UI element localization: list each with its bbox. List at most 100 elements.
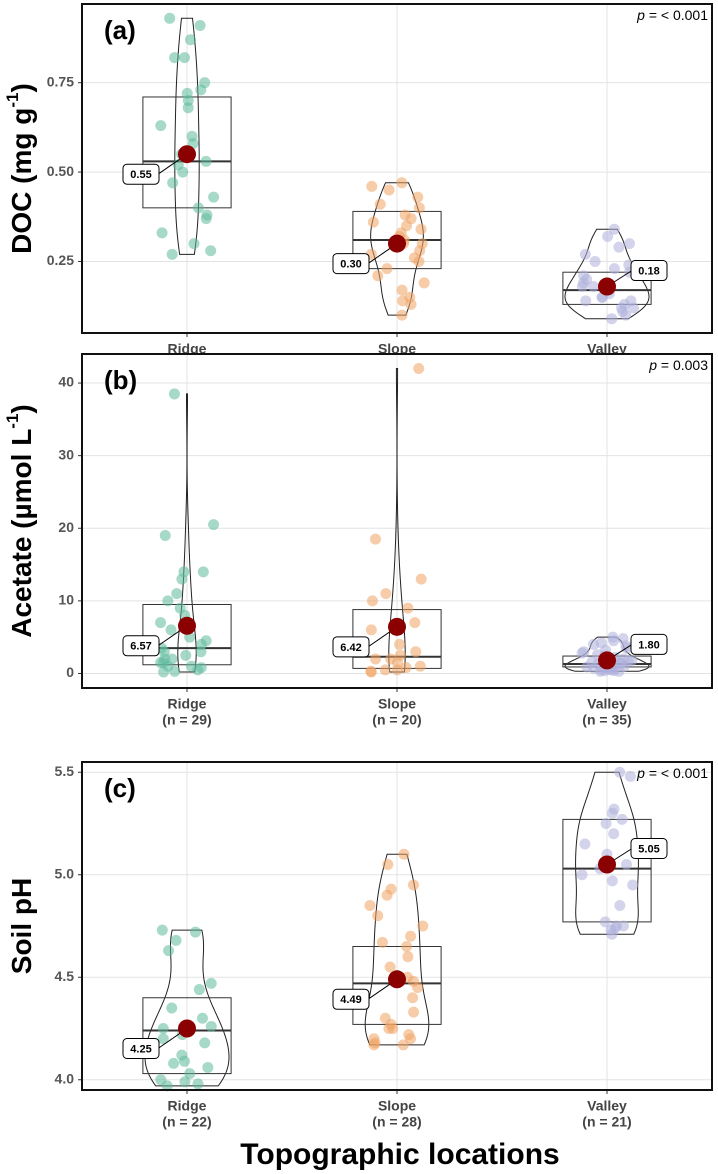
x-tick-label: Valley [587,1098,627,1114]
mean-point [388,617,406,636]
data-point [606,875,618,887]
data-point [384,961,396,973]
violin [575,771,639,935]
panel-label: (a) [104,15,136,45]
data-point [579,248,591,260]
mean-point [598,277,616,296]
y-tick-label: 0.50 [47,163,74,179]
data-point [594,665,606,677]
data-point [623,238,635,250]
data-point [157,1033,169,1045]
p-text: = < 0.001 [645,7,708,23]
x-tick-label: Slope [378,1098,416,1114]
data-point [412,982,424,993]
data-point [195,84,207,96]
data-point [627,879,639,891]
data-point [168,1057,180,1069]
data-point [199,1037,211,1049]
data-point [158,666,170,678]
data-point [588,281,600,293]
data-point [195,646,207,658]
data-point [405,298,417,310]
data-point [616,813,628,825]
y-tick-label: 20 [58,519,74,535]
data-point [414,660,426,672]
data-point [156,924,168,936]
y-tick-label: 10 [58,592,74,608]
data-point [365,624,377,636]
x-tick-label: Ridge [168,1098,207,1114]
data-point [381,889,393,901]
data-point [169,52,181,64]
data-point [381,263,393,275]
data-point [161,1080,173,1092]
mean-label: 6.57 [130,641,151,653]
data-point [620,859,632,870]
y-tick-label: 4.0 [55,1070,75,1086]
data-point [194,19,206,31]
x-tick-label: Ridge [168,341,207,357]
p-value: p = < 0.001 [636,765,708,781]
data-point [606,807,618,819]
y-title-main: Soil pH [6,878,37,974]
y-tick-label: 0.25 [47,252,74,268]
data-point [589,255,601,267]
mean-label-box [332,636,370,658]
data-point [407,879,419,891]
mean-label-box [630,838,668,859]
y-tick-label: 30 [58,446,74,462]
box [352,946,442,1025]
mean-label: 6.42 [340,642,361,654]
n-label: (n = 29) [162,712,211,728]
data-point [176,573,188,585]
data-point [372,910,384,922]
data-point [202,1061,214,1073]
data-point [182,102,194,114]
data-point [415,573,427,585]
data-point [402,951,414,963]
data-point [379,664,391,676]
data-point [165,624,177,636]
data-point [396,177,408,189]
data-point [413,202,425,214]
panel-label: (b) [104,365,137,395]
mean-point [178,145,196,164]
mean-label: 0.18 [638,265,659,277]
data-point [366,595,378,607]
data-point [374,198,386,210]
data-point [613,665,625,677]
x-tick-label: Valley [587,341,627,357]
data-point [394,638,406,650]
data-point [189,926,201,938]
data-point [413,255,425,267]
x-tick-label: Ridge [168,696,207,712]
mean-label-box [122,635,160,657]
data-point [179,1076,191,1088]
data-point [205,1020,217,1032]
data-point [200,213,212,225]
mean-label: 5.05 [638,843,659,855]
data-point [178,1055,190,1067]
data-point [613,241,625,253]
data-point [159,530,171,542]
data-point [408,1006,420,1018]
y-title-end: ) [6,83,37,92]
data-point [599,916,611,928]
n-label: (n = 35) [582,712,631,728]
mean-label-box [122,1038,160,1059]
data-point [370,653,382,665]
panel-label: (c) [104,773,136,803]
mean-label: 0.30 [340,259,361,271]
data-point [382,859,394,870]
data-point [579,838,591,850]
n-label: (n = 21) [582,1114,631,1130]
violin [388,368,406,673]
data-point [412,191,424,203]
data-point [196,1012,208,1024]
data-point [163,945,175,957]
data-point [197,566,209,578]
y-axis-title: Acetate (µmol L-1) [3,404,37,638]
violin [564,636,650,672]
data-point [620,309,632,321]
mean-label: 1.80 [638,639,659,651]
